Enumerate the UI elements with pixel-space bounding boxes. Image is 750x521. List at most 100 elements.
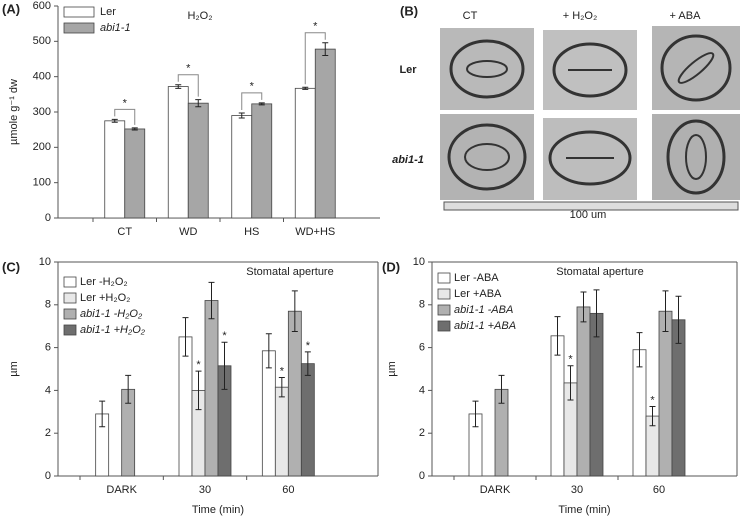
x-tick-label: 60: [653, 484, 665, 496]
legend-label: abi1-1 -H₂O₂: [80, 308, 143, 320]
x-tick-label: WD+HS: [295, 226, 335, 238]
y-tick-label: 2: [419, 427, 425, 439]
significance: *: [186, 63, 191, 75]
error-bar: [125, 374, 132, 404]
bar: [231, 115, 253, 219]
legend-label: abi1-1 +ABA: [454, 320, 516, 332]
y-tick-label: 2: [45, 427, 51, 439]
x-tick-label: DARK: [480, 484, 511, 496]
panel-label: (A): [2, 1, 20, 16]
significance: *: [568, 354, 573, 366]
y-tick-label: 0: [45, 212, 51, 224]
legend-swatch: [63, 276, 77, 288]
bar: [632, 349, 647, 477]
x-tick-label: WD: [179, 226, 197, 238]
y-tick-label: 4: [419, 384, 425, 396]
legend-swatch: [63, 292, 77, 304]
x-tick-label: DARK: [106, 484, 137, 496]
bar: [187, 102, 209, 219]
column-label: + H₂O₂: [563, 10, 598, 22]
significance: *: [250, 81, 255, 93]
legend-label: abi1-1: [100, 22, 131, 34]
x-tick-label: CT: [117, 226, 132, 238]
y-axis-label: µm: [8, 361, 20, 377]
row-label: Ler: [399, 64, 417, 76]
bar: [178, 336, 193, 477]
bar: [589, 312, 604, 477]
error-bar: [304, 351, 311, 376]
bar: [274, 386, 289, 477]
error-bar: [258, 102, 265, 106]
error-bar: [567, 365, 574, 401]
row-label: abi1-1: [392, 154, 424, 166]
y-tick-label: 4: [45, 384, 51, 396]
y-axis-label: µm: [386, 361, 398, 377]
y-tick-label: 500: [33, 35, 51, 47]
legend-swatch: [63, 308, 77, 320]
y-tick-label: 10: [413, 256, 425, 268]
bar: [124, 128, 146, 219]
error-bar: [278, 377, 285, 398]
chart-title: Stomatal aperture: [246, 266, 333, 278]
image-panel: (B) CT + H₂O₂ + ABA Ler abi1-1 100 um: [392, 3, 740, 221]
bracket: [241, 92, 263, 111]
chart-title: Stomatal aperture: [556, 266, 643, 278]
x-tick-label: 30: [571, 484, 583, 496]
bar: [294, 87, 316, 219]
error-bar: [554, 316, 561, 356]
legend-swatch: [437, 272, 451, 284]
legend-label: Ler: [100, 6, 116, 18]
error-bar: [265, 333, 272, 369]
significance: *: [196, 359, 201, 371]
bar: [104, 120, 126, 219]
error-bar: [175, 84, 182, 89]
bar: [251, 103, 273, 219]
error-bar: [662, 290, 669, 333]
legend-swatch: [437, 320, 451, 332]
panel-label: (B): [400, 3, 418, 18]
error-bar: [649, 405, 656, 427]
error-bar: [593, 289, 600, 338]
column-label: + ABA: [670, 10, 702, 22]
error-bar: [221, 341, 228, 390]
legend-label: abi1-1 +H₂O₂: [80, 324, 146, 336]
y-tick-label: 0: [45, 470, 51, 482]
x-tick-label: 30: [199, 484, 211, 496]
error-bar: [636, 332, 643, 368]
bar: [550, 335, 565, 477]
error-bar: [302, 86, 309, 90]
error-bar: [238, 112, 245, 119]
y-tick-label: 10: [39, 256, 51, 268]
legend-swatch: [437, 304, 451, 316]
x-axis-label: Time (min): [558, 504, 610, 516]
legend-swatch: [63, 324, 77, 336]
y-tick-label: 6: [45, 342, 51, 354]
scale-bar-label: 100 um: [570, 209, 607, 221]
significance: *: [306, 340, 311, 352]
bracket: [114, 108, 136, 125]
error-bar: [195, 370, 202, 411]
scale-bar: [443, 201, 739, 211]
y-tick-label: 400: [33, 71, 51, 83]
error-bar: [195, 99, 202, 108]
legend-label: Ler -H₂O₂: [80, 276, 128, 288]
error-bar: [322, 42, 329, 56]
panel-label: (C): [2, 259, 20, 274]
chart-title: H₂O₂: [187, 10, 212, 22]
legend-label: Ler +ABA: [454, 288, 502, 300]
legend-label: abi1-1 -ABA: [454, 304, 513, 316]
y-tick-label: 100: [33, 177, 51, 189]
bar: [658, 310, 673, 477]
error-bar: [291, 290, 298, 333]
y-tick-label: 6: [419, 342, 425, 354]
y-tick-label: 300: [33, 106, 51, 118]
legend-label: Ler -ABA: [454, 272, 499, 284]
significance: *: [313, 21, 318, 33]
legend-swatch: [63, 6, 95, 18]
bracket: [304, 32, 326, 85]
error-bar: [498, 374, 505, 404]
error-bar: [472, 400, 479, 428]
bar: [167, 86, 189, 219]
x-axis-label: Time (min): [192, 504, 244, 516]
